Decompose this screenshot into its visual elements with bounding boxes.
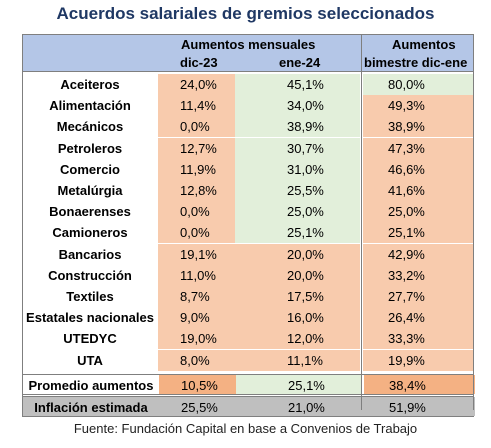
average-bimonthly: 38,4% (364, 374, 475, 394)
header-jan: ene-24 (279, 55, 321, 70)
average-row: Promedio aumentos 10,5% 25,1% 38,4% (22, 373, 475, 395)
cell-bimonthly: 42,9% (363, 243, 474, 265)
row-label: Mecánicos (56, 119, 124, 135)
table-row: Camioneros 0,0% 25,1% 25,1% (22, 222, 474, 244)
cell-jan: 12,0% (235, 328, 360, 350)
cell-bimonthly: 47,3% (363, 137, 474, 159)
cell-jan: 34,0% (235, 95, 360, 117)
cell-bimonthly: 33,3% (363, 328, 474, 350)
cell-dec: 19,0% (158, 328, 235, 350)
cell-dec: 0,0% (158, 201, 235, 223)
cell-bimonthly: 26,4% (363, 307, 474, 329)
average-dec: 10,5% (159, 374, 236, 394)
table-left-border (22, 34, 23, 410)
cell-jan: 25,0% (235, 201, 360, 223)
table-row: Estatales nacionales 9,0% 16,0% 26,4% (22, 307, 474, 329)
table-right-border (473, 34, 474, 410)
row-label: Bancarios (58, 246, 122, 262)
cell-dec: 12,8% (158, 180, 235, 201)
table-row: Aceiteros 24,0% 45,1% 80,0% (22, 74, 474, 95)
cell-dec: 8,0% (158, 349, 235, 371)
cell-bimonthly: 49,3% (363, 95, 474, 117)
cell-dec: 9,0% (158, 307, 235, 329)
row-label: Metalúrgia (57, 183, 123, 198)
row-label: UTA (77, 352, 103, 368)
table-row: Bonaerenses 0,0% 25,0% 25,0% (22, 201, 474, 223)
table-row: Bancarios 19,1% 20,0% 42,9% (22, 243, 474, 265)
cell-bimonthly: 38,9% (363, 116, 474, 138)
cell-bimonthly: 25,0% (363, 201, 474, 223)
cell-bimonthly: 33,2% (363, 264, 474, 286)
cell-bimonthly: 41,6% (363, 180, 474, 201)
cell-dec: 0,0% (158, 116, 235, 138)
cell-dec: 8,7% (158, 286, 235, 307)
row-label: Bonaerenses (49, 204, 131, 220)
cell-bimonthly: 19,9% (363, 349, 474, 371)
inflation-label: Inflación estimada (34, 399, 148, 415)
source-footer: Fuente: Fundación Capital en base a Conv… (73, 421, 418, 436)
table-header: Aumentos mensuales dic-23 ene-24 Aumento… (22, 34, 474, 72)
table-row: Mecánicos 0,0% 38,9% 38,9% (22, 116, 474, 138)
table-row: Construcción 11,0% 20,0% 33,2% (22, 264, 474, 286)
inflation-bimonthly: 51,9% (364, 396, 475, 416)
cell-bimonthly: 80,0% (363, 74, 474, 95)
row-label: Textiles (66, 289, 114, 304)
salary-table: Aumentos mensuales dic-23 ene-24 Aumento… (22, 34, 475, 417)
row-label: Comercio (60, 161, 120, 177)
header-bimonthly-line2: bimestre dic-ene (364, 55, 468, 70)
table-divider (361, 34, 362, 410)
cell-dec: 11,4% (158, 95, 235, 117)
cell-dec: 11,0% (158, 264, 235, 286)
cell-bimonthly: 25,1% (363, 222, 474, 244)
page-title: Acuerdos salariales de gremios seleccion… (56, 4, 435, 23)
row-label: Camioneros (52, 225, 128, 241)
table-row: Comercio 11,9% 31,0% 46,6% (22, 158, 474, 180)
average-label: Promedio aumentos (28, 377, 154, 393)
cell-jan: 25,5% (235, 180, 360, 201)
cell-dec: 12,7% (158, 137, 235, 159)
cell-jan: 38,9% (235, 116, 360, 138)
cell-dec: 24,0% (158, 74, 235, 95)
cell-dec: 19,1% (158, 243, 235, 265)
cell-bimonthly: 27,7% (363, 286, 474, 307)
table-row: Alimentación 11,4% 34,0% 49,3% (22, 95, 474, 117)
cell-dec: 11,9% (158, 158, 235, 180)
table-row: UTA 8,0% 11,1% 19,9% (22, 349, 474, 371)
cell-jan: 25,1% (235, 222, 360, 244)
cell-jan: 17,5% (235, 286, 360, 307)
inflation-dec: 25,5% (159, 396, 236, 416)
row-label: Petroleros (57, 140, 123, 156)
table-row: UTEDYC 19,0% 12,0% 33,3% (22, 328, 474, 350)
average-jan: 25,1% (236, 374, 361, 394)
row-label: Estatales nacionales (26, 310, 154, 326)
cell-jan: 20,0% (235, 264, 360, 286)
cell-jan: 31,0% (235, 158, 360, 180)
table-row: Metalúrgia 12,8% 25,5% 41,6% (22, 180, 474, 201)
cell-jan: 16,0% (235, 307, 360, 329)
table-row: Petroleros 12,7% 30,7% 47,3% (22, 137, 474, 159)
header-bimonthly-line1: Aumentos (392, 37, 456, 52)
cell-jan: 20,0% (235, 243, 360, 265)
cell-jan: 11,1% (235, 349, 360, 371)
cell-dec: 0,0% (158, 222, 235, 244)
inflation-row: Inflación estimada 25,5% 21,0% 51,9% (22, 395, 475, 417)
header-dec: dic-23 (180, 55, 218, 70)
table-row: Textiles 8,7% 17,5% 27,7% (22, 286, 474, 307)
row-label: Construcción (48, 267, 132, 283)
cell-jan: 30,7% (235, 137, 360, 159)
row-label: UTEDYC (63, 331, 117, 347)
cell-jan: 45,1% (235, 74, 360, 95)
row-label: Alimentación (49, 98, 131, 114)
row-label: Aceiteros (60, 77, 120, 92)
inflation-jan: 21,0% (236, 396, 361, 416)
cell-bimonthly: 46,6% (363, 158, 474, 180)
header-monthly-group: Aumentos mensuales (181, 37, 316, 52)
